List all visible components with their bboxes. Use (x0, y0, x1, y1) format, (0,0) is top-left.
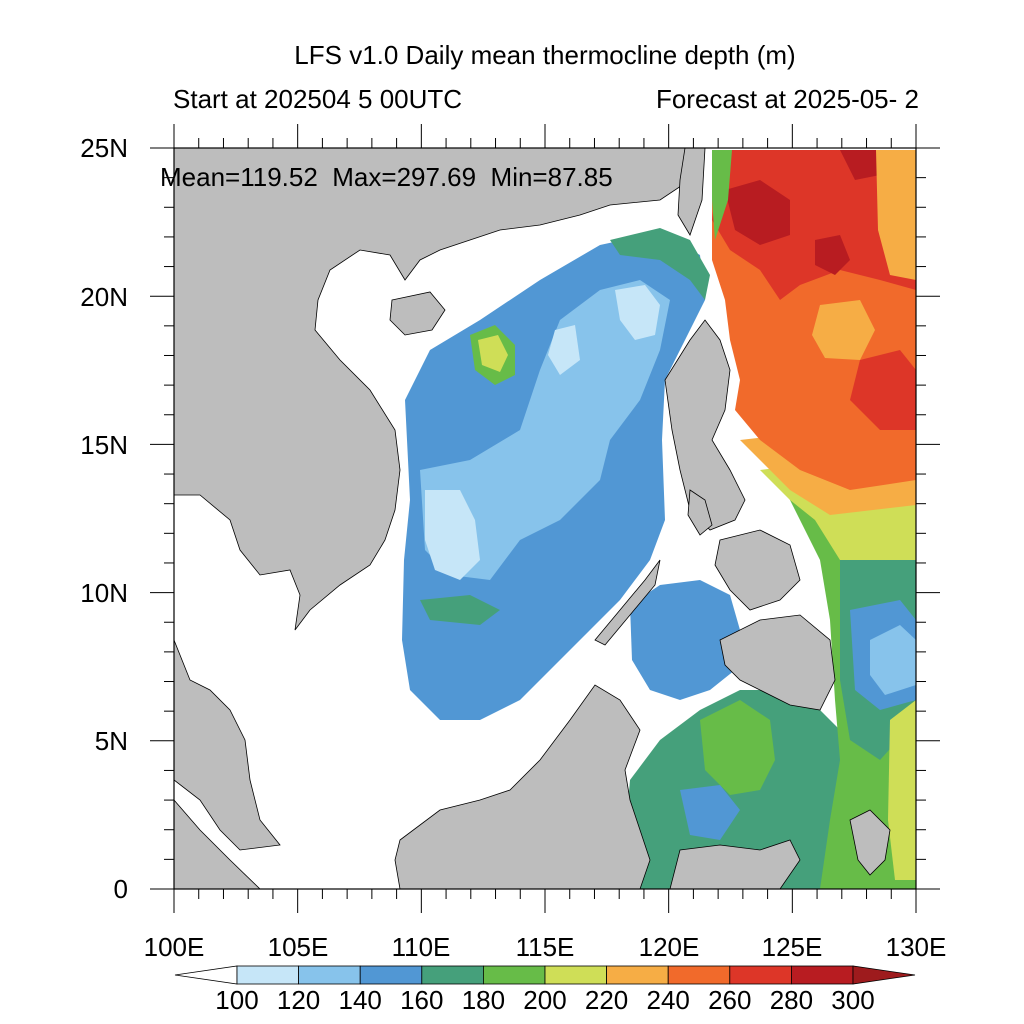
land (174, 148, 891, 889)
lat-label-25n: 25N (80, 133, 128, 163)
colorbar-swatch (236, 965, 299, 985)
lon-label-115e: 115E (515, 932, 575, 962)
pacific-120-140-patch (870, 625, 916, 695)
land-sulawesi (669, 839, 801, 889)
colorbar-label: 280 (769, 985, 814, 1015)
land-taiwan (677, 148, 706, 236)
land-hainan (389, 291, 446, 336)
colorbar-label: 120 (276, 985, 321, 1015)
sulu-sea-region (630, 580, 740, 700)
lon-label-105e: 105E (267, 932, 329, 962)
colorbar-label: 240 (646, 985, 690, 1015)
colorbar-swatch (482, 965, 546, 985)
lat-label-15n: 15N (80, 430, 128, 460)
celebes-140-160-patch (680, 785, 740, 840)
pacific-200-220-patch (888, 700, 916, 880)
lat-label-10n: 10N (80, 578, 128, 608)
colorbar-label: 100 (215, 985, 259, 1015)
scs-100-120-core-b (615, 285, 660, 340)
pacific-220-240-east-strip (876, 150, 916, 280)
pacific-280-300-core-b (815, 235, 850, 275)
colorbar-swatch (359, 965, 423, 985)
colorbar-label: 220 (584, 985, 629, 1015)
land-malay-peninsula (174, 639, 281, 851)
land-visayas (714, 529, 801, 611)
land-indochina-china (174, 148, 701, 631)
pacific-220-240-spot (812, 300, 875, 360)
pacific-260-280-east (850, 350, 916, 430)
axis-ticks (150, 124, 940, 913)
lon-label-110e: 110E (391, 932, 451, 962)
scs-160-180-band (610, 228, 710, 300)
celebes-180-200-patch (700, 700, 775, 795)
depth-field (402, 150, 916, 889)
colorbar-label: 160 (400, 985, 444, 1015)
lon-label-125e: 125E (761, 932, 823, 962)
colorbar-over-triangle (852, 965, 916, 985)
land-palawan (594, 559, 661, 646)
scs-100-120-core-a (425, 490, 480, 580)
page-title: LFS v1.0 Daily mean thermocline depth (m… (294, 40, 796, 70)
colorbar (174, 965, 916, 985)
stats-label: Mean=119.52 Max=297.69 Min=87.85 (160, 162, 613, 192)
scs-160-180-south (420, 595, 500, 625)
colorbar-swatch (298, 965, 361, 985)
colorbar-swatch (791, 965, 854, 985)
land-sumatra (174, 799, 261, 889)
colorbar-swatch (729, 965, 792, 985)
map-plot-area (174, 148, 916, 889)
colorbar-under-triangle (174, 965, 238, 985)
land-borneo (394, 684, 651, 889)
colorbar-label: 260 (708, 985, 752, 1015)
land-mindoro (687, 489, 713, 536)
land-luzon (664, 319, 746, 531)
start-time-label: Start at 202504 5 00UTC (173, 84, 463, 114)
scs-200-220-patch (478, 335, 508, 372)
lat-label-5n: 5N (94, 726, 128, 756)
colorbar-swatch (544, 965, 607, 985)
scs-100-120-core-c (548, 325, 580, 375)
lon-label-130e: 130E (885, 932, 947, 962)
colorbar-label: 180 (461, 985, 506, 1015)
luzon-strait-160-200-strip (712, 150, 732, 240)
land-mindanao (719, 614, 836, 711)
lon-label-120e: 120E (638, 932, 700, 962)
colorbar-label: 300 (831, 985, 875, 1015)
colorbar-swatch (667, 965, 731, 985)
colorbar-label: 140 (338, 985, 382, 1015)
land-halmahera (849, 809, 891, 876)
lat-label-20n: 20N (80, 282, 128, 312)
colorbar-swatch (421, 965, 484, 985)
pacific-280-300-core-a (725, 180, 790, 245)
lon-label-100e: 100E (143, 932, 205, 962)
colorbar-label: 200 (523, 985, 567, 1015)
lat-label-0: 0 (113, 874, 128, 904)
colorbar-swatch (606, 965, 669, 985)
forecast-time-label: Forecast at 2025-05- 2 (655, 84, 919, 114)
scs-120-140-region (420, 280, 670, 580)
